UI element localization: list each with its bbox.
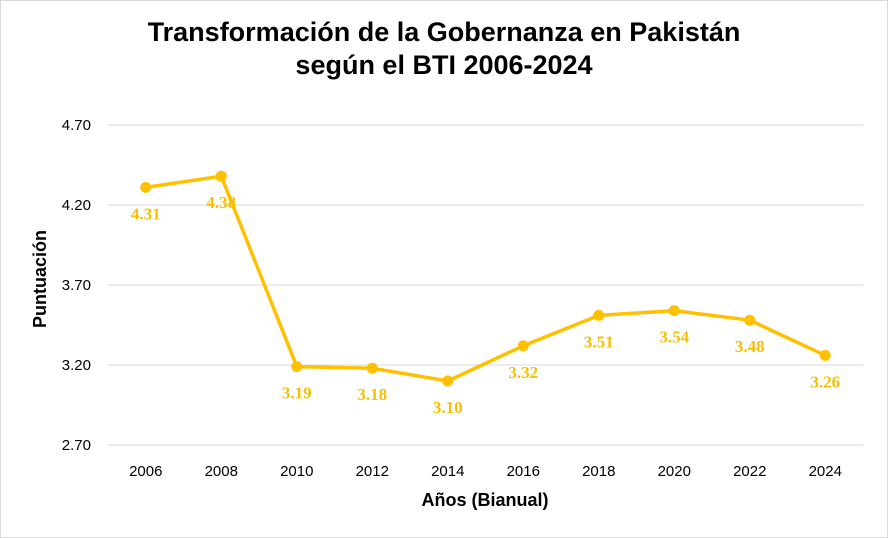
x-tick-label: 2008	[205, 463, 238, 480]
data-points	[140, 170, 831, 387]
x-tick-label: 2022	[733, 463, 766, 480]
y-tick-label: 2.70	[62, 437, 91, 454]
x-tick-label: 2018	[582, 463, 615, 480]
data-label: 3.48	[735, 337, 765, 356]
y-tick-label: 3.20	[62, 357, 91, 374]
data-label: 3.51	[584, 332, 614, 351]
data-point	[744, 314, 756, 326]
x-tick-label: 2014	[431, 463, 464, 480]
data-label: 3.54	[659, 328, 689, 347]
chart-title-line-1: Transformación de la Gobernanza en Pakis…	[147, 17, 741, 47]
data-point	[366, 362, 378, 374]
y-axis-title: Puntuación	[30, 230, 50, 328]
y-tick-label: 4.20	[62, 197, 91, 214]
x-tick-label: 2012	[356, 463, 389, 480]
data-point	[517, 340, 529, 352]
data-point	[593, 309, 605, 321]
x-axis-title: Años (Bianual)	[421, 490, 548, 510]
data-label: 4.31	[131, 204, 161, 223]
data-label: 3.32	[508, 363, 538, 382]
x-tick-label: 2024	[809, 463, 842, 480]
data-point	[215, 170, 227, 182]
data-point	[291, 361, 303, 373]
y-tick-label: 3.70	[62, 277, 91, 294]
x-tick-label: 2016	[507, 463, 540, 480]
x-tick-label: 2020	[658, 463, 691, 480]
data-point	[442, 375, 454, 387]
data-label: 3.18	[357, 385, 387, 404]
x-tick-label: 2006	[129, 463, 162, 480]
y-tick-label: 4.70	[62, 117, 91, 134]
y-axis-ticks: 2.70 3.20 3.70 4.20 4.70	[62, 117, 91, 454]
x-tick-label: 2010	[280, 463, 313, 480]
chart-title: Transformación de la Gobernanza en Pakis…	[0, 16, 888, 82]
data-label: 3.19	[282, 384, 312, 403]
data-labels: 4.31 4.38 3.19 3.18 3.10 3.32 3.51 3.54 3.48 3.26	[131, 193, 840, 417]
data-label: 3.26	[810, 372, 840, 391]
chart-title-line-2: según el BTI 2006-2024	[295, 50, 593, 80]
x-axis-ticks: 2006 2008 2010 2012 2014 2016 2018 2020 2022 2024	[129, 463, 842, 480]
data-label: 4.38	[206, 193, 236, 212]
data-point	[668, 305, 680, 317]
data-point	[819, 349, 831, 361]
data-label: 3.10	[433, 398, 463, 417]
series-group	[145, 174, 827, 383]
data-point	[140, 181, 152, 193]
series-line	[145, 174, 827, 383]
